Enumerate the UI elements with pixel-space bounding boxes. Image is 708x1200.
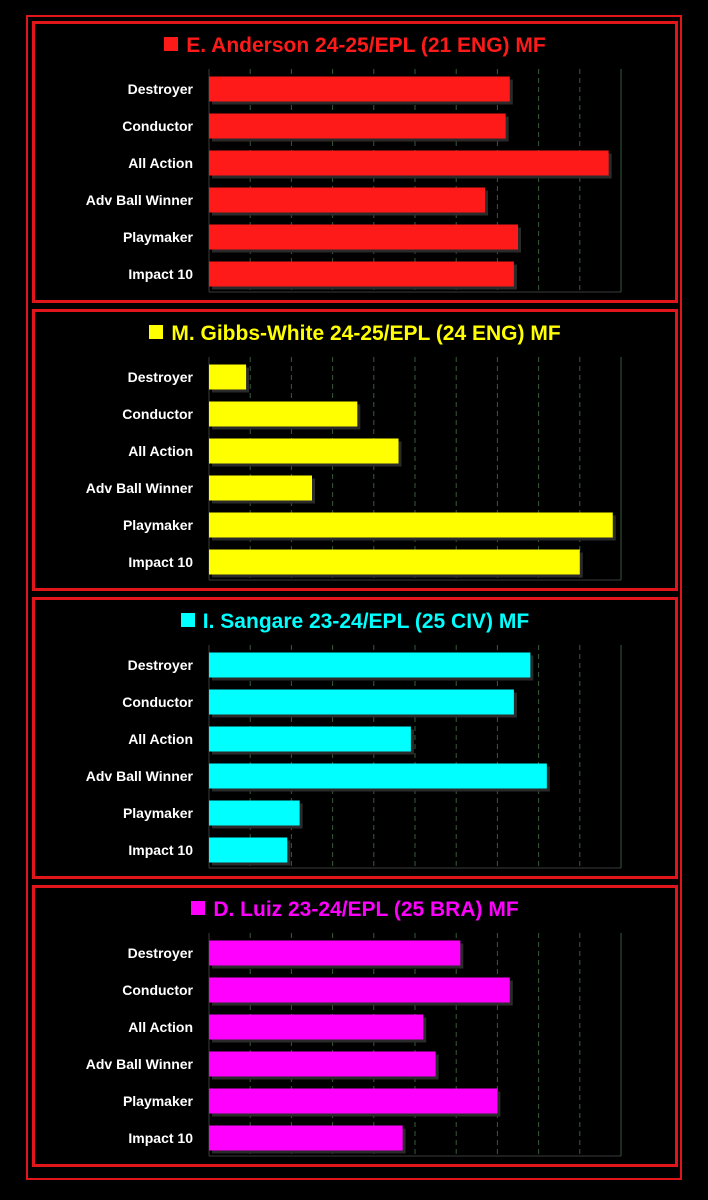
bar-chart: Destroyer Conductor All Action Adv Ball Win… <box>86 645 622 869</box>
chart-panel-4: D. Luiz 23-24/EPL (25 BRA) MF Destroyer C… <box>32 885 678 1167</box>
bar <box>209 940 461 966</box>
category-label: Conductor <box>122 406 193 422</box>
chart-panel-3: I. Sangare 23-24/EPL (25 CIV) MF Destroy… <box>32 597 678 879</box>
category-label: Adv Ball Winner <box>86 768 194 784</box>
bar <box>209 401 358 427</box>
chart-title: D. Luiz 23-24/EPL (25 BRA) MF <box>35 898 675 922</box>
category-label: All Action <box>128 1019 193 1035</box>
bar-chart: Destroyer Conductor All Action Adv Ball Win… <box>86 357 622 581</box>
bar-chart: Destroyer Conductor All Action Adv Ball Win… <box>86 933 622 1157</box>
bar <box>209 549 580 575</box>
bar <box>209 224 518 250</box>
category-label: Adv Ball Winner <box>86 192 194 208</box>
bar <box>209 364 247 390</box>
bar <box>209 438 399 464</box>
chart-title: M. Gibbs-White 24-25/EPL (24 ENG) MF <box>35 322 675 346</box>
chart-title-text: I. Sangare 23-24/EPL (25 CIV) MF <box>202 610 530 633</box>
bar <box>209 150 609 176</box>
chart-title: E. Anderson 24-25/EPL (21 ENG) MF <box>35 34 675 58</box>
category-label: Conductor <box>122 694 193 710</box>
chart-title: I. Sangare 23-24/EPL (25 CIV) MF <box>35 610 675 634</box>
bar <box>209 261 514 287</box>
outer-frame <box>26 15 682 1180</box>
category-label: All Action <box>128 443 193 459</box>
chart-title-text: D. Luiz 23-24/EPL (25 BRA) MF <box>213 898 519 921</box>
category-label: All Action <box>128 155 193 171</box>
bar <box>209 113 506 139</box>
category-label: Impact 10 <box>128 842 193 858</box>
category-label: Playmaker <box>123 1093 194 1109</box>
category-label: Adv Ball Winner <box>86 1056 194 1072</box>
bar <box>209 837 288 863</box>
legend-square-icon <box>164 37 179 51</box>
category-label: Conductor <box>122 118 193 134</box>
category-label: Adv Ball Winner <box>86 480 194 496</box>
bar-chart: Destroyer Conductor All Action Adv Ball Win… <box>86 69 622 293</box>
legend-square-icon <box>149 325 164 339</box>
category-label: Conductor <box>122 982 193 998</box>
chart-title-text: M. Gibbs-White 24-25/EPL (24 ENG) MF <box>171 322 561 345</box>
bar <box>209 1125 403 1151</box>
chart-panel-1: E. Anderson 24-25/EPL (21 ENG) MF Destro… <box>32 21 678 303</box>
bar <box>209 652 531 678</box>
bar <box>209 1014 424 1040</box>
bar <box>209 689 514 715</box>
category-label: All Action <box>128 731 193 747</box>
chart-panel-2: M. Gibbs-White 24-25/EPL (24 ENG) MF Des… <box>32 309 678 591</box>
legend-square-icon <box>191 901 206 915</box>
category-label: Impact 10 <box>128 554 193 570</box>
category-label: Playmaker <box>123 229 194 245</box>
chart-title-text: E. Anderson 24-25/EPL (21 ENG) MF <box>186 34 546 57</box>
category-label: Destroyer <box>128 945 194 961</box>
bar <box>209 977 510 1003</box>
legend-square-icon <box>180 613 195 627</box>
bar <box>209 800 300 826</box>
category-label: Playmaker <box>123 805 194 821</box>
bar <box>209 187 486 213</box>
bar <box>209 763 547 789</box>
category-label: Destroyer <box>128 657 194 673</box>
category-label: Playmaker <box>123 517 194 533</box>
category-label: Impact 10 <box>128 266 193 282</box>
bar <box>209 726 411 752</box>
category-label: Destroyer <box>128 369 194 385</box>
bar <box>209 76 510 102</box>
category-label: Impact 10 <box>128 1130 193 1146</box>
bar <box>209 475 312 501</box>
bar <box>209 512 613 538</box>
bar <box>209 1088 498 1114</box>
bar <box>209 1051 436 1077</box>
category-label: Destroyer <box>128 81 194 97</box>
